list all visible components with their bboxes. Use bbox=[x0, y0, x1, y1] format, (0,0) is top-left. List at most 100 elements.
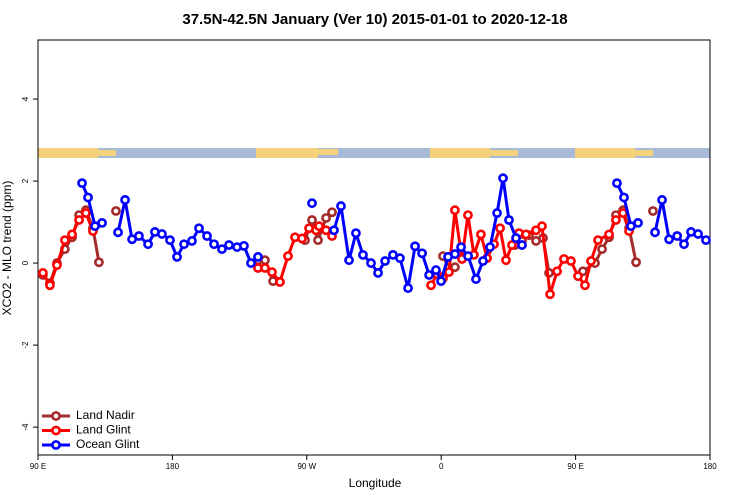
data-point bbox=[612, 178, 622, 189]
data-point bbox=[498, 173, 508, 184]
y-tick-label: 2 bbox=[21, 178, 30, 183]
data-point bbox=[313, 235, 323, 246]
data-point bbox=[511, 233, 521, 243]
legend-marker bbox=[51, 425, 61, 436]
data-point bbox=[450, 205, 460, 216]
data-point bbox=[120, 195, 130, 205]
plot-frame bbox=[37, 39, 711, 456]
data-point bbox=[521, 229, 531, 240]
data-point bbox=[501, 255, 511, 266]
data-point bbox=[260, 263, 270, 273]
data-point bbox=[679, 239, 689, 250]
data-point bbox=[321, 213, 331, 223]
data-point bbox=[650, 227, 660, 238]
data-point bbox=[165, 235, 175, 246]
legend-label: Land Glint bbox=[76, 423, 131, 437]
data-point bbox=[314, 221, 324, 232]
data-point bbox=[593, 235, 603, 246]
data-point bbox=[476, 229, 486, 240]
data-point bbox=[633, 217, 643, 228]
data-point bbox=[187, 236, 197, 246]
data-point bbox=[693, 229, 703, 239]
data-point bbox=[74, 215, 84, 225]
data-point bbox=[672, 231, 683, 241]
data-point bbox=[329, 225, 339, 236]
data-point bbox=[471, 274, 481, 284]
x-tick-label: 180 bbox=[166, 462, 180, 471]
data-point bbox=[604, 229, 614, 240]
x-tick-label: 90 E bbox=[567, 462, 583, 471]
data-point bbox=[424, 270, 435, 280]
data-point bbox=[134, 231, 144, 241]
data-point bbox=[426, 280, 436, 291]
chart-title: 37.5N-42.5N January (Ver 10) 2015-01-01 … bbox=[182, 11, 567, 28]
data-point bbox=[52, 260, 62, 271]
data-point bbox=[545, 289, 555, 300]
data-point bbox=[202, 231, 212, 241]
data-point bbox=[517, 240, 527, 250]
data-point bbox=[631, 257, 641, 268]
data-point bbox=[157, 229, 167, 239]
data-point bbox=[463, 210, 473, 221]
data-point bbox=[366, 258, 376, 268]
data-point bbox=[97, 217, 107, 228]
data-point bbox=[463, 251, 473, 262]
y-tick-label: 0 bbox=[21, 260, 30, 265]
data-point bbox=[395, 253, 405, 264]
legend-marker bbox=[51, 411, 61, 421]
data-point bbox=[253, 252, 263, 262]
data-point bbox=[217, 244, 227, 255]
data-point bbox=[573, 271, 583, 282]
data-point bbox=[275, 277, 285, 287]
data-point bbox=[431, 265, 441, 275]
y-axis-label: XCO2 - MLO trend (ppm) bbox=[0, 181, 14, 316]
data-point bbox=[143, 239, 153, 250]
data-point bbox=[111, 206, 121, 216]
data-point bbox=[478, 256, 488, 266]
data-point bbox=[81, 208, 91, 218]
data-point bbox=[537, 221, 547, 232]
x-tick-label: 180 bbox=[703, 462, 717, 471]
data-point bbox=[283, 251, 293, 262]
data-point bbox=[172, 252, 182, 262]
series bbox=[77, 173, 711, 293]
data-point bbox=[77, 178, 87, 189]
data-point bbox=[67, 229, 77, 240]
data-point bbox=[597, 244, 607, 255]
data-point bbox=[38, 268, 48, 278]
data-point bbox=[444, 267, 454, 278]
data-point bbox=[113, 227, 123, 238]
data-point bbox=[380, 256, 390, 266]
data-point bbox=[179, 239, 189, 250]
data-point bbox=[586, 256, 596, 266]
data-point bbox=[492, 208, 502, 218]
data-point bbox=[94, 257, 104, 268]
x-tick-label: 0 bbox=[439, 462, 444, 471]
data-point bbox=[209, 239, 219, 250]
data-point bbox=[507, 240, 517, 250]
x-tick-label: 90 E bbox=[30, 462, 46, 471]
data-point bbox=[307, 198, 317, 209]
data-point bbox=[297, 233, 307, 244]
x-axis-label: Longitude bbox=[349, 476, 402, 490]
data-point bbox=[580, 280, 590, 291]
data-point bbox=[194, 223, 204, 234]
y-tick-label: 4 bbox=[21, 96, 30, 101]
data-point bbox=[664, 234, 674, 245]
data-point bbox=[267, 267, 277, 278]
data-point bbox=[701, 235, 711, 246]
legend-label: Ocean Glint bbox=[76, 437, 140, 451]
data-point bbox=[336, 201, 346, 211]
data-point bbox=[307, 215, 317, 225]
y-tick-label: -2 bbox=[21, 341, 30, 349]
data-point bbox=[611, 215, 621, 225]
data-point bbox=[450, 262, 460, 273]
data-point bbox=[657, 195, 667, 205]
data-point bbox=[59, 235, 70, 246]
data-point bbox=[566, 256, 576, 266]
data-point bbox=[224, 240, 234, 250]
data-point bbox=[403, 283, 413, 293]
